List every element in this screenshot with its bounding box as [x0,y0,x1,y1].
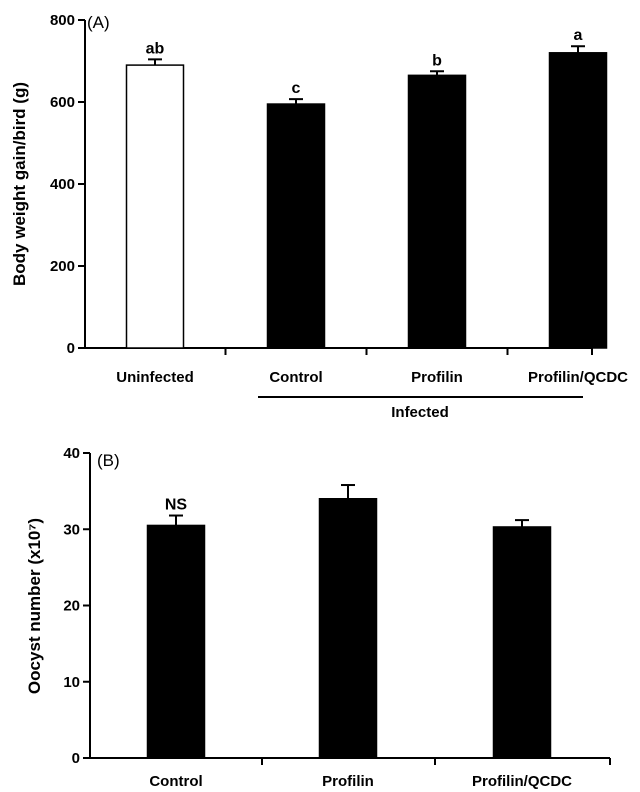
panel-b-y-tick-label: 20 [63,598,80,615]
panel-a-significance-label: a [574,27,583,44]
panel-a-y-tick-label: 800 [50,12,75,29]
panel-a-group-label: Infected [391,404,449,421]
panel-b-category-label: Control [149,773,202,790]
chart-panel-a: (A) Body weight gain/bird (g) Infected 0… [10,12,628,421]
panel-b-label: (B) [97,451,120,470]
chart-panel-b: (B) Oocyst number (x10⁷) 0 10 20 30 40 Contro… [25,445,611,790]
panel-a-significance-label: b [432,52,442,69]
panel-a-significance-label: c [292,80,301,97]
panel-a-significance-label: ab [146,40,165,57]
panel-a-category-label: Control [269,369,322,386]
panel-b-significance-label: NS [165,497,188,514]
panel-a-bar-profilin-qcdc [548,52,608,349]
panel-a-label: (A) [87,13,110,32]
panel-b-bar-profilin-qcdc [492,526,552,759]
panel-b-bar-control [146,524,206,759]
panel-a-y-tick-label: 400 [50,176,75,193]
panel-a-y-tick-label: 600 [50,94,75,111]
panel-a-y-tick-label: 200 [50,258,75,275]
panel-a-y-tick-label: 0 [67,340,75,357]
panel-a-bar-profilin [407,74,467,349]
panel-a-category-label: Profilin/QCDC [528,369,628,386]
panel-b-y-tick-label: 10 [63,674,80,691]
panel-a-y-axis-title: Body weight gain/bird (g) [10,82,29,286]
panel-b-y-tick-label: 0 [72,750,80,767]
panel-a-bar-uninfected [125,64,185,349]
panel-b-category-label: Profilin/QCDC [472,773,572,790]
panel-b-y-tick-label: 30 [63,521,80,538]
panel-a-category-label: Uninfected [116,369,194,386]
panel-b-y-axis-title-text: Oocyst number (x10⁷) [25,518,44,694]
panel-b-category-label: Profilin [322,773,374,790]
panel-b-y-tick-label: 40 [63,445,80,462]
panel-b-bar-profilin [318,498,378,759]
panel-a-category-label: Profilin [411,369,463,386]
panel-b-y-axis-title: Oocyst number (x10⁷) [25,518,44,694]
panel-a-bar-control [266,103,326,349]
